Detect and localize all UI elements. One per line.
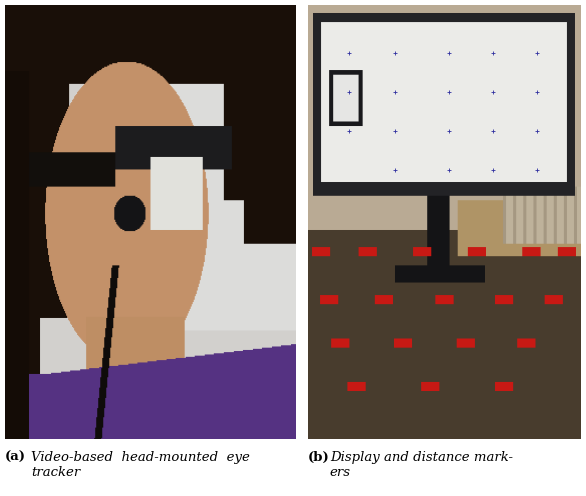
Text: Video-based  head-mounted  eye
tracker: Video-based head-mounted eye tracker [31, 451, 250, 479]
Text: (a): (a) [5, 451, 26, 464]
Text: Display and distance mark-
ers: Display and distance mark- ers [330, 451, 513, 479]
Text: (b): (b) [308, 451, 329, 464]
